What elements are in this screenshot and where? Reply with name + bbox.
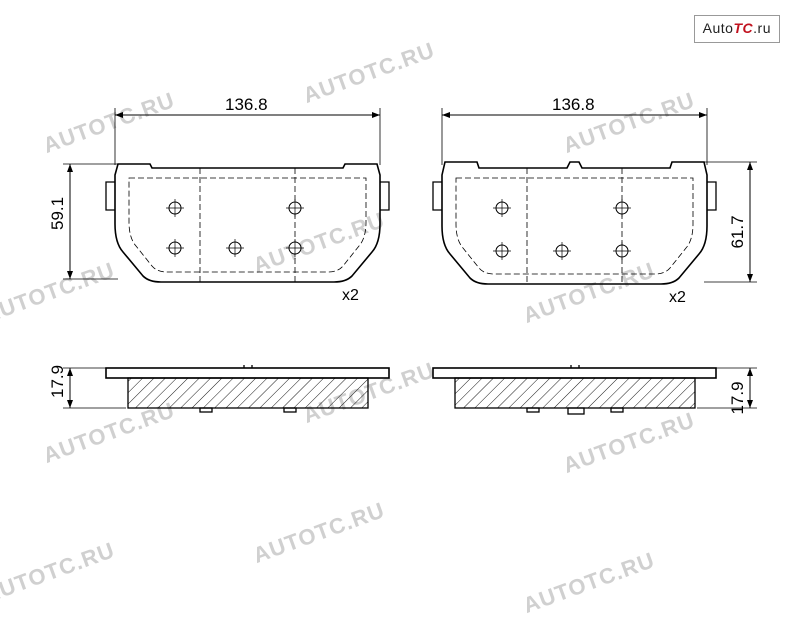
logo-part1: Auto [703, 20, 734, 36]
left-thickness-dim: 17.9 [48, 365, 67, 398]
site-logo: AutoTC.ru [694, 15, 780, 43]
left-pad-side-view: 17.9 [48, 365, 389, 412]
right-height-dim: 61.7 [728, 215, 747, 248]
logo-part2: TC [733, 20, 753, 36]
left-pad-face-view: 136.8 59.1 x2 [48, 95, 389, 304]
right-pad-side-view: 17.9 [433, 365, 757, 415]
right-width-dim: 136.8 [552, 95, 595, 114]
left-width-dim: 136.8 [225, 95, 268, 114]
technical-drawing: 136.8 59.1 x2 17.9 [0, 0, 800, 600]
left-pad-holes [166, 199, 304, 257]
right-pad-face-view: 136.8 61.7 x2 [433, 95, 757, 306]
right-pad-holes [493, 199, 631, 260]
right-qty-label: x2 [669, 289, 686, 306]
right-thickness-dim: 17.9 [728, 381, 747, 414]
left-qty-label: x2 [342, 287, 359, 304]
left-height-dim: 59.1 [48, 197, 67, 230]
logo-part3: .ru [753, 20, 771, 36]
